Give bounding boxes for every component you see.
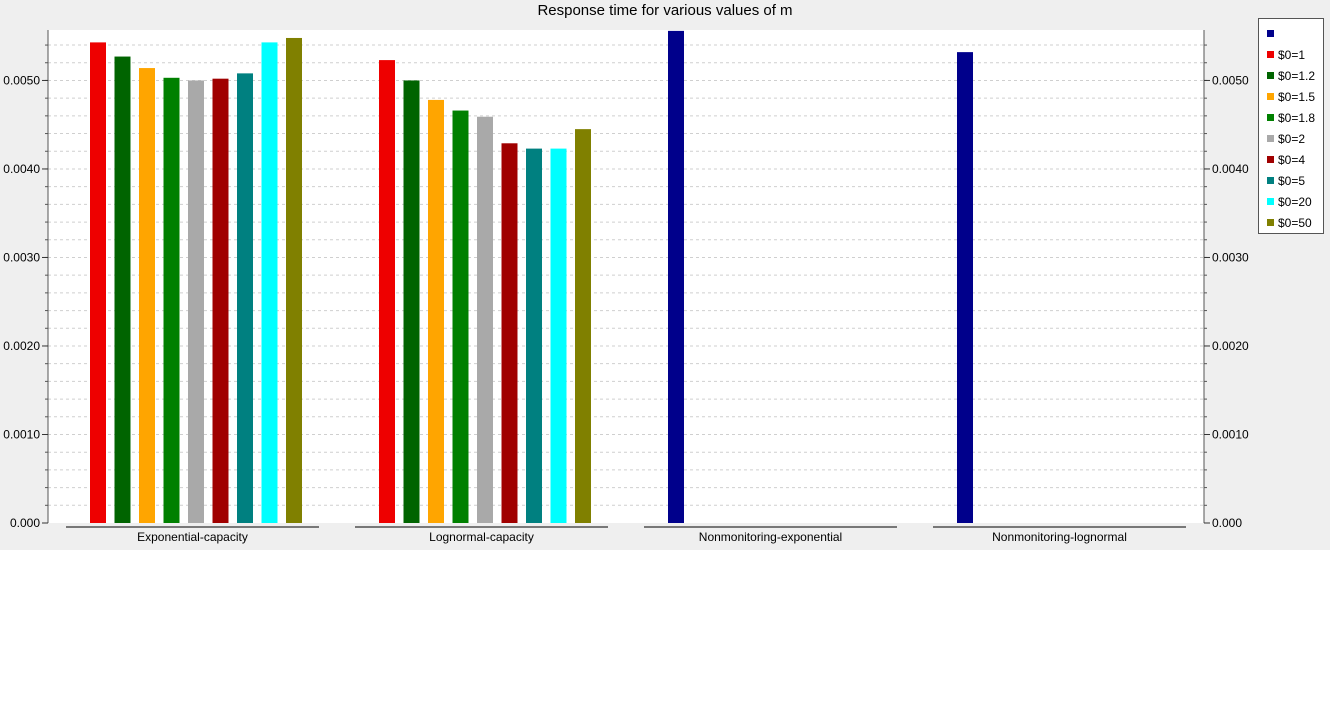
y-tick-label-right: 0.0050 xyxy=(1212,73,1249,87)
bar xyxy=(163,77,180,523)
legend-label: $0=1 xyxy=(1278,47,1306,62)
bar xyxy=(139,68,155,524)
legend-swatch xyxy=(1267,156,1274,163)
bar xyxy=(526,148,542,524)
y-tick-label: 0.0010 xyxy=(3,427,40,441)
chart-panel: 0.000 0.000 0.0010 0.0010 0.0020 0.0020 0.0030… xyxy=(0,0,1330,550)
legend-label: $0=2 xyxy=(1278,131,1306,146)
legend-label: $0=20 xyxy=(1278,194,1312,209)
legend-label: $0=50 xyxy=(1278,215,1312,230)
legend-item xyxy=(1259,23,1323,44)
legend-label: $0=1.5 xyxy=(1278,89,1316,104)
bar xyxy=(286,37,302,524)
category-label: Nonmonitoring-lognormal xyxy=(992,530,1127,544)
bar xyxy=(428,99,444,524)
y-tick-label-right: 0.0020 xyxy=(1212,339,1249,353)
category-label: Nonmonitoring-exponential xyxy=(699,530,842,544)
legend-swatch xyxy=(1267,30,1274,37)
bar xyxy=(114,56,131,523)
y-tick-label: 0.0050 xyxy=(3,73,40,87)
legend-swatch xyxy=(1267,93,1274,100)
legend-swatch xyxy=(1267,72,1274,79)
legend-swatch xyxy=(1267,219,1274,226)
bar xyxy=(188,80,204,524)
bars xyxy=(90,30,973,524)
legend-label: $0=4 xyxy=(1278,152,1306,167)
y-tick-label-right: 0.0010 xyxy=(1212,427,1249,441)
legend-swatch xyxy=(1267,114,1274,121)
legend-item: $0=20 xyxy=(1259,191,1323,212)
legend-swatch xyxy=(1267,51,1274,58)
legend-item: $0=2 xyxy=(1259,128,1323,149)
bar xyxy=(212,78,229,524)
legend-label: $0=5 xyxy=(1278,173,1306,188)
category-label: Exponential-capacity xyxy=(137,530,248,544)
bar xyxy=(90,42,106,523)
legend-item: $0=1.5 xyxy=(1259,86,1323,107)
y-tick-label: 0.000 xyxy=(10,516,40,530)
legend-swatch xyxy=(1267,135,1274,142)
y-tick-label-right: 0.0030 xyxy=(1212,250,1249,264)
bar xyxy=(575,129,591,524)
bar xyxy=(237,73,253,523)
legend-item: $0=4 xyxy=(1259,149,1323,170)
legend-label: $0=1.2 xyxy=(1278,68,1316,83)
legend-item: $0=1.8 xyxy=(1259,107,1323,128)
legend-item: $0=50 xyxy=(1259,212,1323,233)
bar xyxy=(477,116,493,523)
bar xyxy=(261,42,278,523)
legend-swatch xyxy=(1267,177,1274,184)
legend-label: $0=1.8 xyxy=(1278,110,1316,125)
legend-item: $0=1.2 xyxy=(1259,65,1323,86)
legend-item: $0=5 xyxy=(1259,170,1323,191)
legend-swatch xyxy=(1267,198,1274,205)
bar xyxy=(550,148,567,524)
legend-item: $0=1 xyxy=(1259,44,1323,65)
y-tick-label-right: 0.0040 xyxy=(1212,162,1249,176)
labels: 0.000 0.000 0.0010 0.0010 0.0020 0.0020 0.0030… xyxy=(3,73,1249,544)
bar xyxy=(452,110,469,524)
bar xyxy=(403,80,420,524)
legend: $0=1 $0=1.2 $0=1.5 $0=1.8 $0=2 $0=4 $0=5 $0=20 $… xyxy=(1258,18,1324,234)
bar xyxy=(379,60,395,524)
bar xyxy=(668,30,684,523)
y-tick-label-right: 0.000 xyxy=(1212,516,1242,530)
y-tick-label: 0.0030 xyxy=(3,250,40,264)
bar xyxy=(957,52,973,523)
bar-chart: 0.000 0.000 0.0010 0.0010 0.0020 0.0020 0.0030… xyxy=(3,2,1249,544)
chart-title: Response time for various values of m xyxy=(537,2,792,19)
bar xyxy=(501,143,518,523)
axes xyxy=(42,30,1210,528)
category-label: Lognormal-capacity xyxy=(429,530,534,544)
y-tick-label: 0.0020 xyxy=(3,339,40,353)
y-tick-label: 0.0040 xyxy=(3,162,40,176)
